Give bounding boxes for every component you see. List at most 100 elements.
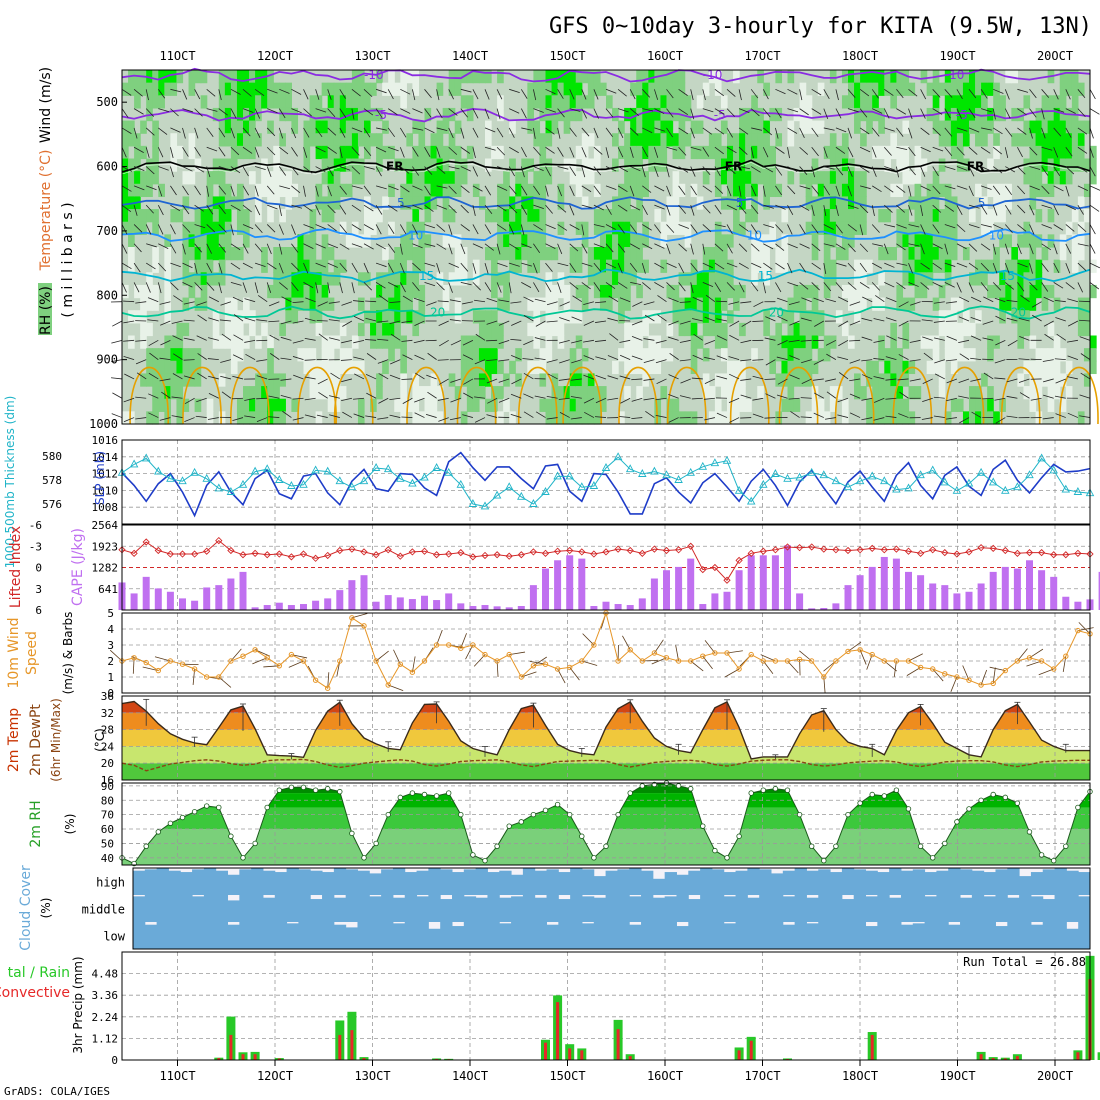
wind-barb: [365, 300, 377, 303]
rh-cell: [654, 360, 662, 375]
wind-barb: [849, 393, 861, 399]
thickness-point: [674, 475, 683, 483]
rh-cell: [727, 196, 734, 210]
rh-cell: [636, 348, 643, 362]
wind-barb: [339, 147, 343, 159]
wind-barb: [971, 411, 982, 418]
precip-label-rain: tal / Rain: [8, 965, 70, 981]
cape-bar: [1050, 576, 1058, 610]
rh-cell: [938, 209, 946, 223]
rh-cell: [1011, 272, 1018, 286]
wind-barb: [484, 262, 489, 274]
rh-cell: [781, 209, 789, 223]
rh-cell: [860, 386, 867, 400]
rh-cell: [908, 171, 916, 185]
rh-cell: [624, 158, 631, 172]
panel-frame: [121, 524, 1091, 611]
rh-cell: [206, 221, 214, 235]
wind-barb: [738, 204, 747, 214]
wind-speed-point: [446, 642, 452, 648]
wind-barb: [1029, 146, 1038, 156]
wind-barb: [520, 89, 528, 99]
wind-barb: [1043, 296, 1054, 303]
rh-cell: [757, 386, 764, 400]
wind-barb: [353, 413, 365, 418]
warm-contour: [230, 366, 270, 425]
wind-barb: [896, 185, 906, 193]
thickness-tick-label: 580: [42, 450, 62, 463]
wind-barb: [510, 301, 522, 304]
rh-cell: [672, 209, 680, 223]
wind-barb: [194, 243, 202, 253]
wind-barb: [523, 296, 534, 303]
rh-cell: [896, 70, 904, 84]
cloud-cell-low: [924, 922, 937, 949]
rh-cell: [624, 234, 631, 248]
wind-barb: [619, 320, 631, 322]
rh-cell: [884, 398, 891, 412]
rh-cell: [745, 133, 752, 147]
cloud-cell-low: [156, 922, 169, 949]
rh-cell: [1017, 272, 1025, 286]
wind-barb: [121, 185, 132, 192]
wind-speed-point: [917, 664, 924, 671]
rh-cell: [357, 120, 365, 134]
rh-cell: [430, 373, 438, 387]
wind-barb: [533, 108, 544, 113]
rh-cell: [333, 95, 341, 109]
temperature-label: Temperature (°C): [38, 150, 54, 272]
cape-tick-label: 2564: [92, 519, 119, 532]
lifted-point: [590, 550, 598, 558]
wind-barb: [545, 282, 552, 293]
rh-cell: [654, 158, 662, 172]
wind-barb: [581, 166, 586, 178]
wind-barb: [221, 391, 232, 399]
wind-barb: [690, 185, 698, 196]
wind-barb: [303, 127, 310, 138]
wind-barb: [460, 243, 466, 255]
wind-barb: [245, 353, 256, 360]
thickness-point: [662, 470, 671, 479]
wind-barb: [581, 224, 585, 236]
rh-cell: [551, 247, 559, 261]
rh-cell: [497, 209, 504, 223]
rh-cell: [702, 284, 710, 299]
wind-barb: [654, 147, 659, 158]
rh-cell: [1059, 82, 1067, 96]
wind-barb: [133, 108, 144, 115]
rh-cell: [987, 284, 994, 299]
rh-cell: [938, 234, 946, 248]
cloud-cell-high: [322, 872, 335, 895]
wind-speed-point: [191, 666, 198, 672]
rh-cell: [575, 247, 583, 261]
wind-barb: [896, 243, 906, 251]
thickness-point: [262, 464, 272, 473]
wind-barb: [197, 372, 207, 380]
wind-barb: [218, 147, 226, 157]
rh-cell: [618, 272, 625, 286]
cloud-cell-low: [676, 926, 689, 949]
rh-cell: [333, 196, 341, 210]
rh-cell: [333, 259, 341, 273]
wind-barb: [402, 397, 413, 404]
wind-barb: [813, 297, 824, 303]
rh-cell: [539, 70, 547, 84]
wind-barb: [605, 127, 613, 137]
rh-point: [300, 784, 307, 791]
rh-cell: [230, 322, 238, 337]
cloud-cell-high: [558, 872, 571, 895]
rh-cell: [660, 145, 668, 160]
cloud-cell-low: [735, 922, 748, 949]
rh-cell: [388, 348, 395, 362]
rh-cell: [938, 284, 946, 299]
rh-cell: [297, 272, 305, 286]
rh-cell: [618, 411, 625, 425]
rh-cell: [581, 398, 589, 412]
rh-cell: [267, 171, 274, 185]
rh-cell: [382, 247, 389, 261]
wind-barb: [572, 295, 583, 303]
rh-cell: [884, 82, 891, 96]
cloud-cell-low: [877, 922, 890, 949]
rh-cell: [539, 196, 547, 210]
rh-cell: [920, 209, 928, 223]
